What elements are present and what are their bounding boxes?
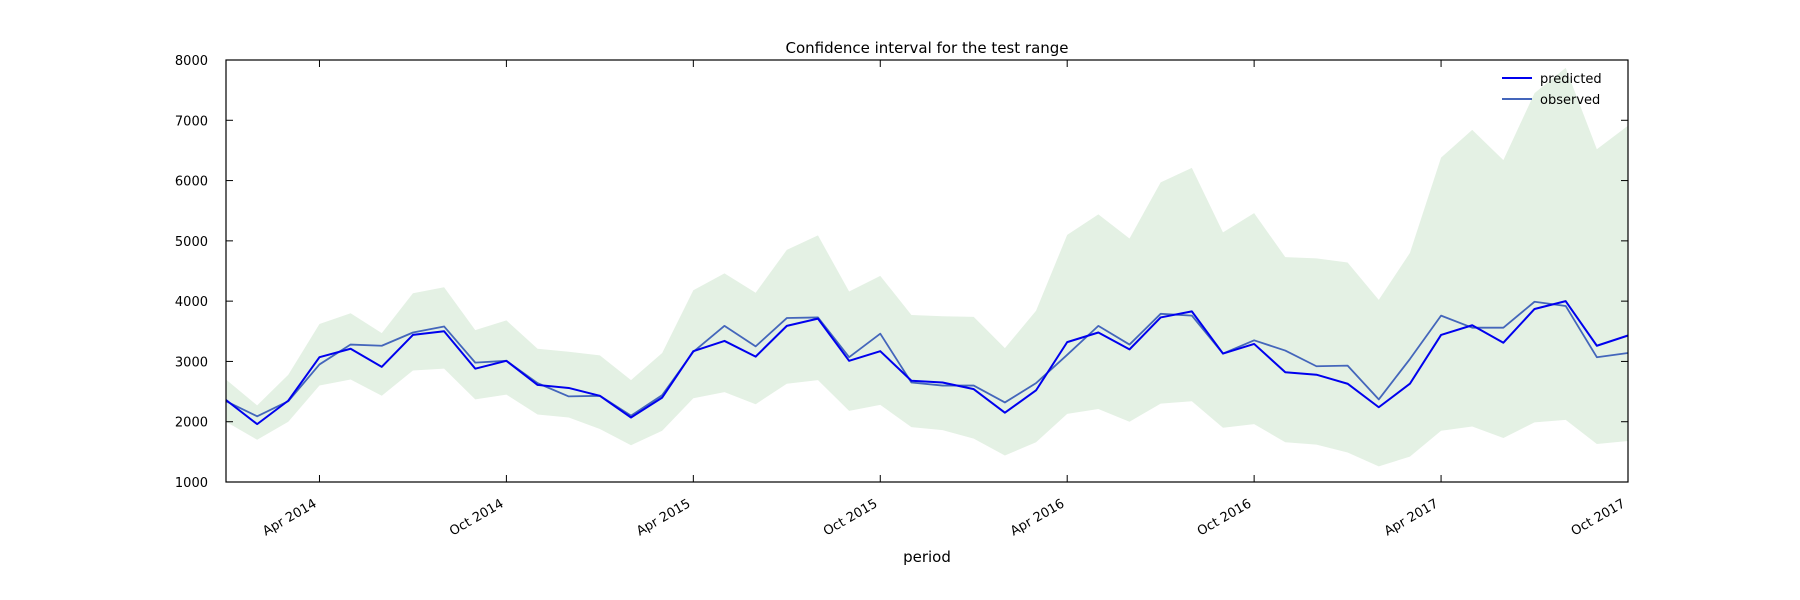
confidence-band-layer [226, 67, 1628, 467]
y-tick-label: 2000 [175, 416, 208, 431]
y-axis: 1000 2000 3000 4000 5000 6000 7000 8000 [175, 54, 1628, 491]
y-tick-label: 5000 [175, 235, 208, 250]
chart-title: Confidence interval for the test range [785, 39, 1068, 57]
x-tick-label: Oct 2014 [447, 496, 506, 539]
legend-label-predicted: predicted [1540, 72, 1602, 87]
x-tick-label: Apr 2014 [260, 496, 319, 539]
y-tick-label: 8000 [175, 54, 208, 69]
y-tick-label: 1000 [175, 476, 208, 491]
x-tick-label: Apr 2015 [634, 496, 693, 539]
x-axis-label: period [903, 548, 951, 566]
x-tick-label: Oct 2016 [1195, 496, 1254, 539]
confidence-band [226, 67, 1628, 467]
series-line-observed [225, 300, 1629, 418]
legend-label-observed: observed [1540, 93, 1600, 108]
y-tick-label: 6000 [175, 175, 208, 190]
y-tick-label: 4000 [175, 295, 208, 310]
x-tick-label: Oct 2017 [1569, 496, 1628, 539]
x-tick-label: Apr 2017 [1382, 496, 1441, 539]
plot-frame [225, 59, 1629, 483]
y-tick-label: 3000 [175, 355, 208, 370]
legend: predicted observed [1502, 72, 1602, 108]
series-layer [225, 300, 1629, 426]
x-tick-label: Apr 2016 [1008, 496, 1067, 539]
series-line-predicted [225, 300, 1629, 426]
y-tick-label: 7000 [175, 114, 208, 129]
x-tick-label: Oct 2015 [821, 496, 880, 539]
